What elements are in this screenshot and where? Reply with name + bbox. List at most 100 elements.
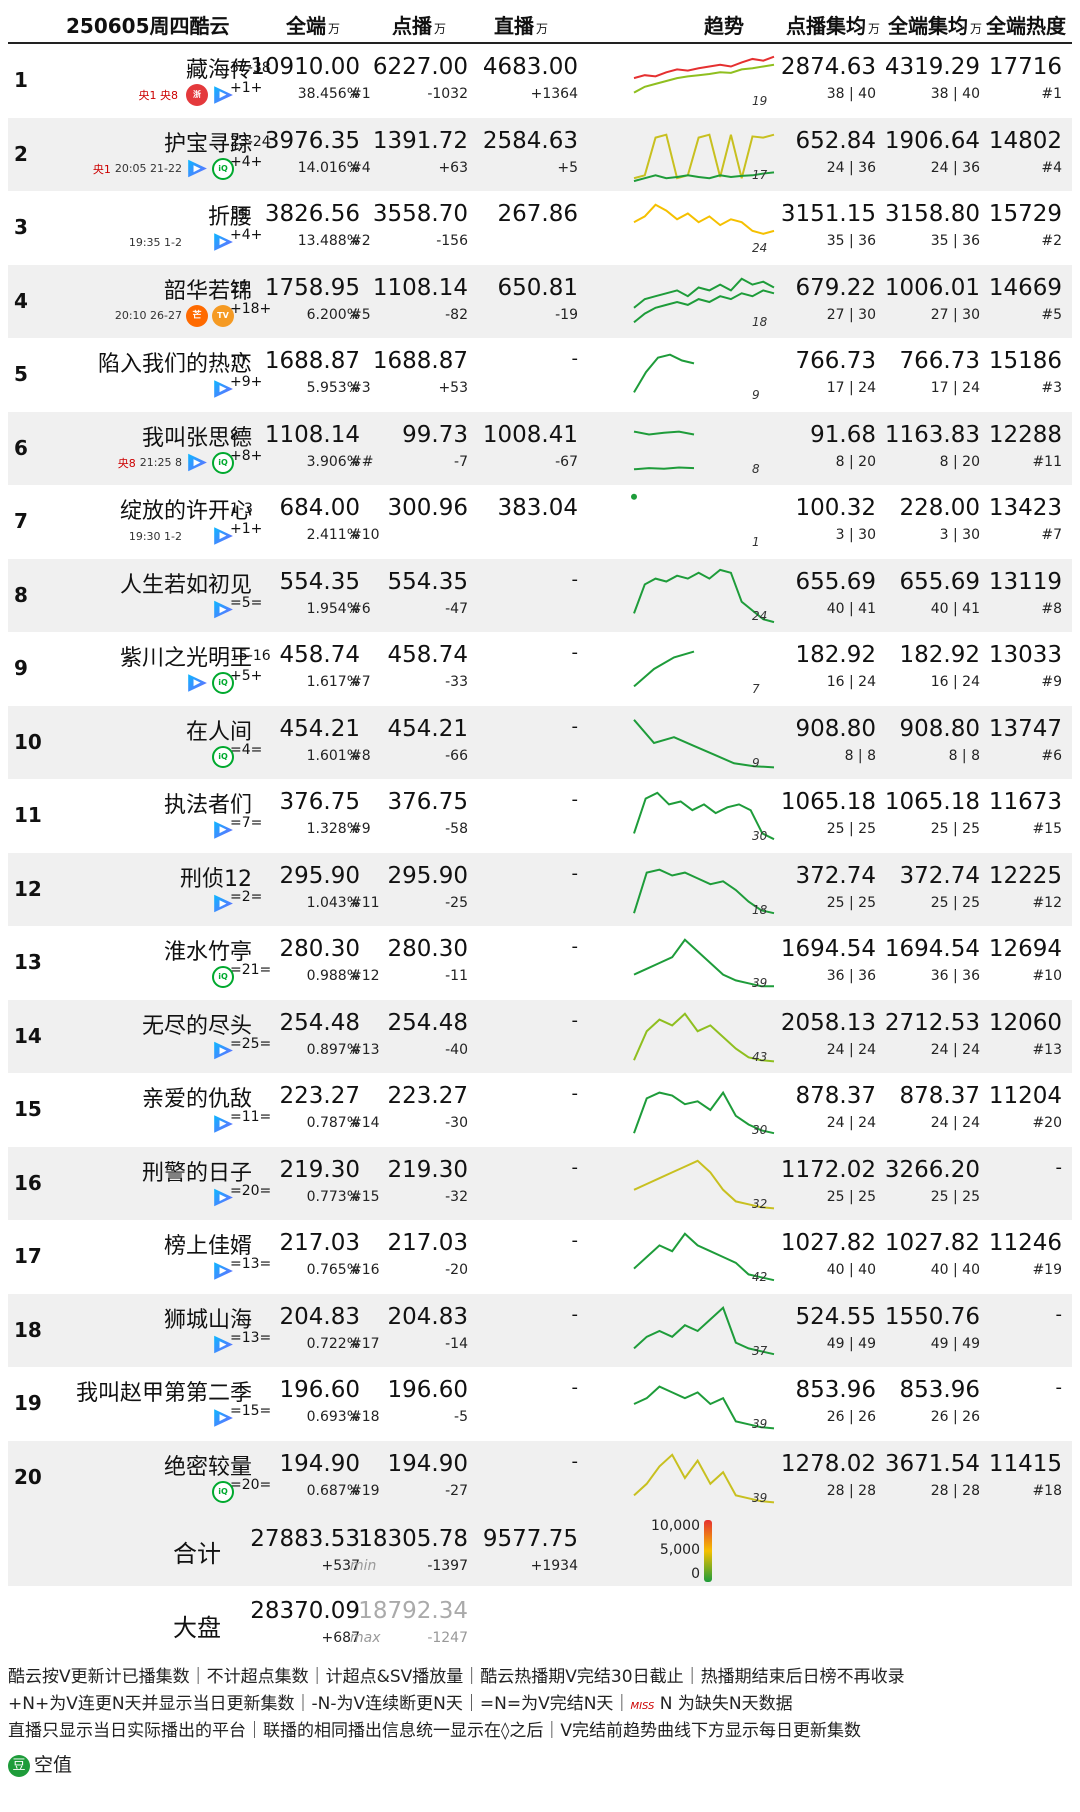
trend-line: [633, 277, 775, 309]
episode-range: 23-24: [230, 133, 271, 150]
vod-delta: -30: [445, 1115, 468, 1131]
total-average: 1027.82: [884, 1230, 980, 1256]
heat-rank: #1: [1041, 86, 1062, 102]
rank: 2: [14, 141, 28, 166]
total-share: 13.488%: [297, 233, 360, 249]
heat-value: 12694: [988, 936, 1062, 962]
broadcast-time: 19:35 1-2: [128, 235, 182, 249]
show-title: 刑侦12: [180, 866, 252, 892]
table-row: 20 绝密较量 =20= iQ 194.90 0.687% 194.90 #19…: [8, 1440, 1072, 1514]
heat-value: -: [1055, 1303, 1063, 1325]
platform-icons: ▶: [204, 1260, 234, 1282]
total-value: 280.30: [279, 936, 360, 962]
trend-sparkline: [633, 1385, 775, 1430]
ranking-rows: 1 藏海传 37-38 +1+ 央1 央8 浙 ▶ 10910.00 38.456%…: [8, 44, 1072, 1514]
platform-yk-icon: ▶: [214, 86, 233, 104]
col-heat: 全端热度: [986, 14, 1066, 38]
live-value: 2584.63: [482, 127, 578, 154]
col-vod: 点播万: [392, 14, 447, 38]
rank: 12: [14, 876, 42, 901]
trend-sparkline: [633, 1305, 775, 1355]
vod-average: 91.68: [810, 421, 876, 448]
sum-vod-note: min: [350, 1558, 377, 1574]
show-title: 淮水竹亭: [163, 940, 252, 965]
episode-range: 37-38: [230, 60, 271, 76]
trend-line: [633, 170, 775, 182]
platform-icons: ▶: [204, 378, 234, 400]
show-title: 我叫赵甲第第二季: [75, 1381, 252, 1406]
total-share: 0.722%: [306, 1335, 360, 1352]
vod-average: 182.92: [795, 642, 876, 668]
vod-average: 853.96: [795, 1377, 876, 1403]
heat-rank: #12: [1032, 894, 1062, 911]
live-value: -: [571, 1230, 579, 1251]
table-row: 17 榜上佳婿 =13= ▶ 217.03 0.765% 217.03 #16 …: [8, 1220, 1072, 1294]
platform-icons: ▶: [204, 893, 234, 915]
trend-point: [631, 493, 637, 500]
vod-rank: #10: [350, 527, 380, 543]
vod-average-episodes: 40 | 40: [826, 1262, 876, 1278]
sum-total-delta: +537: [321, 1558, 360, 1574]
vod-rank: #8: [350, 747, 371, 764]
trend-sparkline: [633, 353, 695, 393]
vod-delta: -58: [445, 821, 468, 837]
total-value: 1688.87: [264, 348, 360, 374]
trend-episode-count: 39: [752, 1417, 768, 1431]
trend-sparkline: [633, 791, 775, 841]
market-vod-delta: -1247: [427, 1630, 468, 1646]
vod-value: 454.21: [387, 715, 468, 742]
rank: 14: [14, 1023, 42, 1048]
update-streak: =7=: [230, 815, 263, 831]
brand-label: 空值: [34, 1754, 73, 1776]
douban-icon: 豆: [8, 1754, 30, 1777]
live-value: 267.86: [497, 201, 578, 227]
total-share: 1.328%: [306, 821, 360, 837]
heat-value: 15186: [988, 348, 1062, 374]
trend-episode-count: 17: [752, 167, 768, 182]
update-streak: =15=: [230, 1403, 272, 1419]
platform-yk-icon: ▶: [188, 674, 207, 692]
show-title: 狮城山海: [163, 1307, 252, 1333]
trend-episode-count: 42: [752, 1270, 768, 1284]
vod-delta: -25: [445, 894, 468, 911]
platform-icons: 20:10 26-27 芒 TV: [111, 304, 234, 327]
vod-value: 1108.14: [372, 274, 468, 301]
broadcast-channel: 央1 央8: [138, 89, 179, 102]
total-label: 合计: [173, 1540, 221, 1568]
total-average-episodes: 28 | 28: [930, 1482, 980, 1499]
total-value: 554.35: [279, 568, 360, 595]
update-streak: +18+: [230, 300, 272, 317]
show-title: 紫川之光明王: [119, 646, 252, 671]
broadcast-channel: 央1: [92, 162, 111, 176]
market-label: 大盘: [173, 1614, 221, 1642]
platform-icons: 央8 21:25 8 ▶ iQ: [118, 451, 234, 474]
color-scale-bar: [704, 1520, 712, 1582]
vod-average-episodes: 8 | 8: [844, 747, 876, 764]
show-title: 我叫张思德: [141, 425, 252, 451]
total-average: 228.00: [899, 495, 980, 521]
total-value: 684.00: [279, 495, 360, 521]
vod-average-episodes: 35 | 36: [826, 233, 876, 249]
heat-value: 11673: [988, 789, 1062, 815]
vod-delta: -47: [445, 600, 468, 617]
show-title: 护宝寻踪: [163, 131, 252, 157]
trend-sparkline: [633, 1452, 775, 1503]
total-average: 908.80: [899, 715, 980, 742]
platform-icons: ▶: [204, 599, 234, 621]
vod-average-episodes: 36 | 36: [826, 968, 876, 984]
total-value: 1758.95: [264, 274, 360, 301]
trend-sparkline: [633, 938, 774, 988]
show-title: 在人间: [185, 719, 252, 745]
platform-icons: ▶: [204, 1187, 234, 1209]
vod-value: 223.27: [387, 1083, 468, 1109]
heat-rank: #13: [1032, 1041, 1062, 1058]
platform-yk-icon: ▶: [214, 1409, 233, 1427]
heat-value: 13423: [988, 495, 1062, 521]
show-title: 折腰: [207, 205, 252, 230]
total-average: 1065.18: [884, 789, 980, 815]
heat-rank: #9: [1041, 674, 1062, 690]
heat-rank: #2: [1041, 233, 1062, 249]
table-row: 6 我叫张思德 8 +8+ 央8 21:25 8 ▶ iQ 1108.14 3.906…: [8, 411, 1072, 485]
heat-rank: #3: [1041, 380, 1062, 396]
heat-rank: #6: [1041, 747, 1062, 764]
